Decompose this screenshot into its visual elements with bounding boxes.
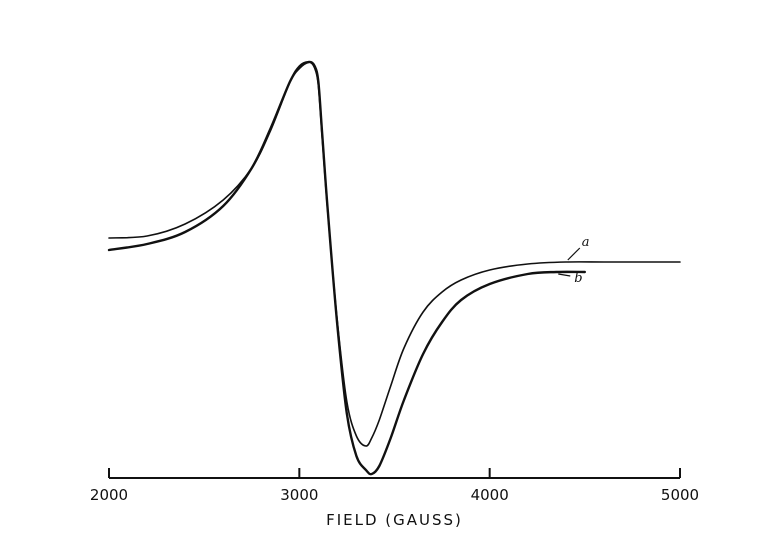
series-label-b: b [574, 271, 582, 286]
x-tick-label: 5000 [661, 486, 699, 504]
series-label-pointer-b [558, 273, 571, 277]
series-label-a: a [582, 235, 590, 250]
x-axis: 2000 3000 4000 5000 [90, 468, 699, 504]
x-axis-title: FIELD (GAUSS) [326, 511, 463, 529]
series-line-b [107, 60, 586, 476]
labels-layer: ab [558, 235, 590, 286]
series-line-a [108, 61, 681, 447]
x-tick-label: 2000 [90, 486, 128, 504]
x-tick-label: 3000 [280, 486, 318, 504]
x-tick-label: 4000 [471, 486, 509, 504]
series-label-pointer-a [567, 247, 581, 261]
curves-layer [107, 60, 681, 476]
